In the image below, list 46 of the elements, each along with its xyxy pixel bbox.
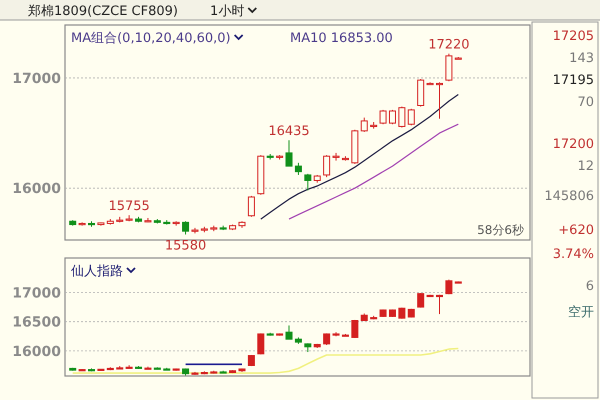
candlestick bbox=[408, 108, 415, 126]
candlestick bbox=[286, 140, 293, 167]
candlestick bbox=[398, 106, 406, 128]
line-series bbox=[260, 94, 459, 220]
text: +620 bbox=[558, 223, 594, 238]
line-series bbox=[72, 348, 460, 374]
candlestick bbox=[257, 332, 264, 355]
text: 145806 bbox=[544, 189, 594, 204]
y-tick-label: 16500 bbox=[12, 314, 62, 331]
annotation: MA10 16853.00 bbox=[290, 31, 393, 46]
text: 70 bbox=[577, 95, 594, 110]
candlestick bbox=[248, 195, 255, 218]
text: 12 bbox=[577, 159, 594, 174]
candlestick bbox=[286, 324, 293, 340]
y-tick-label: 17000 bbox=[12, 285, 62, 302]
candlestick bbox=[445, 279, 452, 295]
candlestick bbox=[360, 117, 368, 132]
candlestick bbox=[380, 109, 387, 125]
text: 58分6秒 bbox=[477, 223, 524, 237]
text: 仙人指路 bbox=[71, 264, 123, 279]
chart-subtitle: 1小时 bbox=[210, 4, 244, 19]
candlestick bbox=[294, 162, 302, 176]
annotation: 15755 bbox=[108, 199, 150, 214]
text: 空开 bbox=[568, 305, 594, 320]
text: 17195 bbox=[552, 73, 594, 88]
annotation: 17220 bbox=[428, 38, 470, 53]
candlestick bbox=[417, 292, 424, 308]
candlestick bbox=[388, 109, 396, 125]
annotation: 15580 bbox=[164, 238, 206, 254]
candlestick bbox=[182, 220, 190, 235]
text: 17200 bbox=[552, 137, 594, 152]
candlestick bbox=[398, 307, 406, 320]
candlestick bbox=[323, 154, 330, 178]
candlestick bbox=[436, 82, 443, 120]
text: 143 bbox=[569, 51, 594, 66]
text: 6 bbox=[586, 279, 594, 294]
y-tick-label: 16000 bbox=[12, 181, 62, 198]
y-tick-label: 17000 bbox=[12, 70, 62, 87]
chart-title: 郑棉1809(CZCE CF809) bbox=[28, 4, 178, 19]
annotation: MA组合(0,10,20,40,60,0) bbox=[71, 31, 231, 46]
candlestick bbox=[304, 173, 312, 191]
text: 17205 bbox=[552, 29, 594, 44]
annotation: 16435 bbox=[268, 124, 310, 140]
candlestick bbox=[436, 294, 443, 315]
y-tick-label: 16000 bbox=[12, 344, 62, 360]
text: 3.74% bbox=[552, 247, 594, 262]
